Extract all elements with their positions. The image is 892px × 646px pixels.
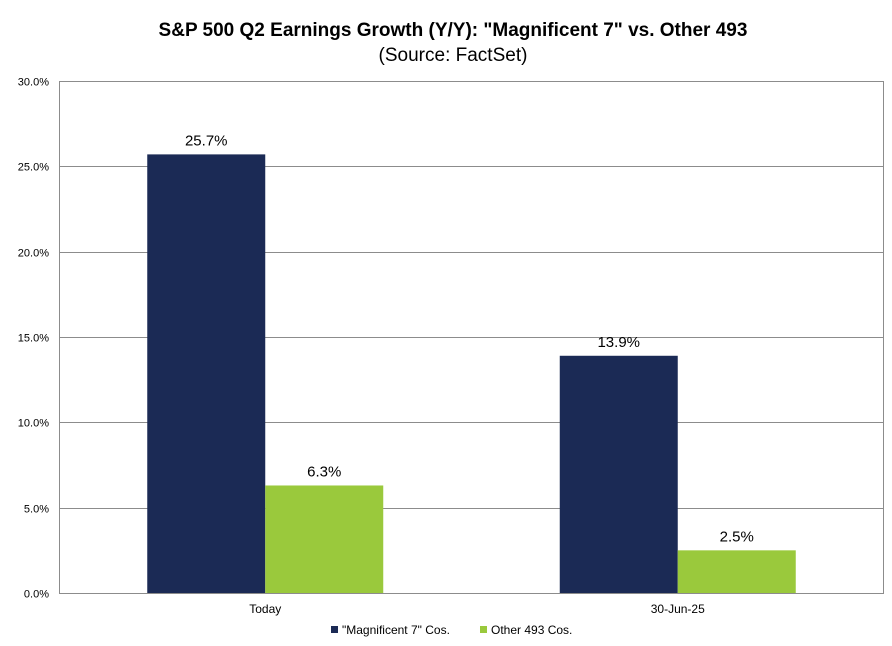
bars (147, 154, 796, 594)
data-label: 2.5% (720, 528, 754, 545)
y-tick-label: 0.0% (24, 589, 49, 601)
data-labels: 25.7% 6.3% 13.9% 2.5% (185, 132, 754, 545)
legend-label: Other 493 Cos. (491, 623, 572, 637)
y-tick-label: 10.0% (18, 418, 49, 430)
y-tick-label: 30.0% (18, 77, 49, 89)
data-label: 6.3% (307, 463, 341, 480)
chart-title: S&P 500 Q2 Earnings Growth (Y/Y): "Magni… (159, 20, 748, 41)
y-axis: 0.0% 5.0% 10.0% 15.0% 20.0% 25.0% 30.0% (18, 77, 49, 601)
legend-label: "Magnificent 7" Cos. (342, 623, 450, 637)
y-tick-label: 20.0% (18, 248, 49, 260)
legend-swatch (331, 626, 338, 633)
x-tick-label: 30-Jun-25 (651, 602, 705, 616)
data-label: 25.7% (185, 132, 228, 149)
x-axis: Today 30-Jun-25 (59, 593, 884, 616)
legend: "Magnificent 7" Cos. Other 493 Cos. (331, 623, 572, 637)
y-tick-label: 5.0% (24, 504, 49, 516)
x-tick-label: Today (249, 602, 281, 616)
y-tick-label: 25.0% (18, 162, 49, 174)
bar-magnificent-7-1 (559, 355, 678, 593)
y-tick-label: 15.0% (18, 333, 49, 345)
chart-subtitle: (Source: FactSet) (379, 45, 528, 66)
legend-swatch (480, 626, 487, 633)
data-label: 13.9% (597, 334, 640, 351)
bar-magnificent-7-0 (147, 154, 266, 594)
bar-other-493-0 (265, 485, 384, 593)
bar-other-493-1 (677, 550, 796, 593)
